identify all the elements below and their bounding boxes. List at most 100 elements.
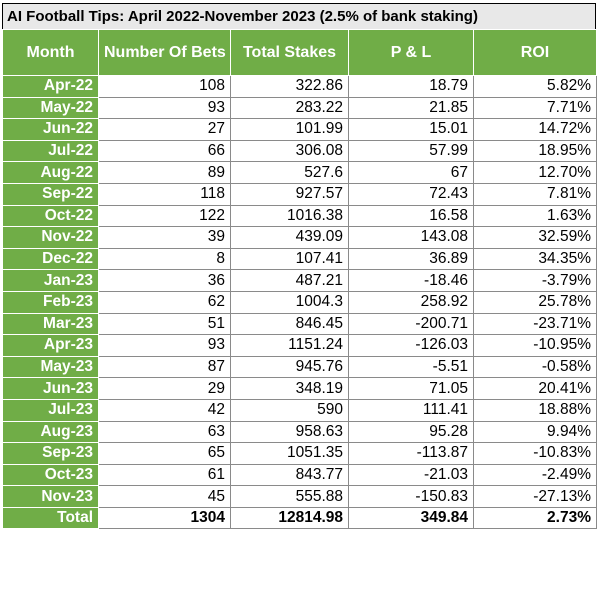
roi-cell: 1.63% xyxy=(473,204,597,228)
month-cell: Jun-23 xyxy=(2,377,99,400)
table-row: Jun-22 27 101.99 15.01 14.72% xyxy=(2,118,597,141)
month-cell: Nov-22 xyxy=(2,226,99,249)
bets-cell: 108 xyxy=(98,75,231,98)
total-bets: 1304 xyxy=(98,506,231,530)
header-row: Month Number Of Bets Total Stakes P & L … xyxy=(2,29,597,76)
roi-cell: 12.70% xyxy=(473,161,597,184)
roi-cell: 32.59% xyxy=(473,226,597,249)
roi-cell: 14.72% xyxy=(473,118,597,141)
roi-cell: 25.78% xyxy=(473,290,597,314)
roi-cell: -2.49% xyxy=(473,463,597,487)
stakes-cell: 107.41 xyxy=(230,247,349,271)
bets-cell: 118 xyxy=(98,182,231,206)
stakes-cell: 306.08 xyxy=(230,139,349,163)
pnl-cell: -200.71 xyxy=(348,312,474,336)
bets-cell: 89 xyxy=(98,161,231,184)
roi-cell: 18.88% xyxy=(473,398,597,422)
pnl-cell: 21.85 xyxy=(348,96,474,120)
month-cell: Apr-23 xyxy=(2,334,99,357)
month-cell: Jan-23 xyxy=(2,269,99,292)
total-label: Total xyxy=(2,506,99,530)
bets-cell: 8 xyxy=(98,247,231,271)
table-row: Apr-22 108 322.86 18.79 5.82% xyxy=(2,75,597,98)
roi-cell: -23.71% xyxy=(473,312,597,336)
month-cell: Oct-23 xyxy=(2,463,99,487)
pnl-cell: 143.08 xyxy=(348,226,474,249)
table-row: Dec-22 8 107.41 36.89 34.35% xyxy=(2,247,597,271)
pnl-cell: 18.79 xyxy=(348,75,474,98)
table-row: Jul-23 42 590 111.41 18.88% xyxy=(2,398,597,422)
table-row: Mar-23 51 846.45 -200.71 -23.71% xyxy=(2,312,597,336)
stakes-cell: 1051.35 xyxy=(230,442,349,465)
bets-cell: 27 xyxy=(98,118,231,141)
pnl-cell: -18.46 xyxy=(348,269,474,292)
total-stakes: 12814.98 xyxy=(230,506,349,530)
bets-cell: 65 xyxy=(98,442,231,465)
roi-cell: -10.95% xyxy=(473,334,597,357)
month-cell: May-22 xyxy=(2,96,99,120)
stakes-cell: 958.63 xyxy=(230,420,349,444)
month-cell: Feb-23 xyxy=(2,290,99,314)
stakes-cell: 101.99 xyxy=(230,118,349,141)
stakes-cell: 283.22 xyxy=(230,96,349,120)
table-row: Aug-23 63 958.63 95.28 9.94% xyxy=(2,420,597,444)
month-cell: Jul-23 xyxy=(2,398,99,422)
stakes-cell: 843.77 xyxy=(230,463,349,487)
total-row: Total 1304 12814.98 349.84 2.73% xyxy=(2,506,597,530)
header-month: Month xyxy=(2,29,99,76)
month-cell: Nov-23 xyxy=(2,485,99,508)
bets-cell: 93 xyxy=(98,96,231,120)
roi-cell: -27.13% xyxy=(473,485,597,508)
pnl-cell: -5.51 xyxy=(348,355,474,379)
month-cell: Jul-22 xyxy=(2,139,99,163)
stakes-cell: 527.6 xyxy=(230,161,349,184)
header-roi: ROI xyxy=(473,29,597,76)
month-cell: Jun-22 xyxy=(2,118,99,141)
stakes-cell: 1004.3 xyxy=(230,290,349,314)
table-body: Apr-22 108 322.86 18.79 5.82% May-22 93 283.22 2… xyxy=(2,75,597,508)
month-cell: Aug-23 xyxy=(2,420,99,444)
pnl-cell: 111.41 xyxy=(348,398,474,422)
roi-cell: 18.95% xyxy=(473,139,597,163)
pnl-cell: 15.01 xyxy=(348,118,474,141)
bets-cell: 45 xyxy=(98,485,231,508)
bets-cell: 42 xyxy=(98,398,231,422)
table-row: Apr-23 93 1151.24 -126.03 -10.95% xyxy=(2,334,597,357)
stakes-cell: 945.76 xyxy=(230,355,349,379)
roi-cell: -10.83% xyxy=(473,442,597,465)
table-row: Sep-22 118 927.57 72.43 7.81% xyxy=(2,182,597,206)
stakes-cell: 590 xyxy=(230,398,349,422)
roi-cell: 20.41% xyxy=(473,377,597,400)
table-row: Nov-22 39 439.09 143.08 32.59% xyxy=(2,226,597,249)
header-number-of-bets: Number Of Bets xyxy=(98,29,231,76)
roi-cell: 34.35% xyxy=(473,247,597,271)
bets-cell: 51 xyxy=(98,312,231,336)
month-cell: Aug-22 xyxy=(2,161,99,184)
pnl-cell: -21.03 xyxy=(348,463,474,487)
roi-cell: 7.81% xyxy=(473,182,597,206)
table-row: Jul-22 66 306.08 57.99 18.95% xyxy=(2,139,597,163)
table-row: Aug-22 89 527.6 67 12.70% xyxy=(2,161,597,184)
pnl-cell: -150.83 xyxy=(348,485,474,508)
pnl-cell: -113.87 xyxy=(348,442,474,465)
table-row: Oct-23 61 843.77 -21.03 -2.49% xyxy=(2,463,597,487)
roi-cell: -0.58% xyxy=(473,355,597,379)
bets-cell: 122 xyxy=(98,204,231,228)
pnl-cell: -126.03 xyxy=(348,334,474,357)
bets-cell: 87 xyxy=(98,355,231,379)
stakes-cell: 1151.24 xyxy=(230,334,349,357)
table-row: Oct-22 122 1016.38 16.58 1.63% xyxy=(2,204,597,228)
bets-cell: 66 xyxy=(98,139,231,163)
bets-cell: 61 xyxy=(98,463,231,487)
month-cell: Dec-22 xyxy=(2,247,99,271)
results-sheet: AI Football Tips: April 2022-November 20… xyxy=(2,3,597,530)
stakes-cell: 487.21 xyxy=(230,269,349,292)
table-row: May-22 93 283.22 21.85 7.71% xyxy=(2,96,597,120)
pnl-cell: 67 xyxy=(348,161,474,184)
stakes-cell: 846.45 xyxy=(230,312,349,336)
bets-cell: 36 xyxy=(98,269,231,292)
roi-cell: 7.71% xyxy=(473,96,597,120)
pnl-cell: 258.92 xyxy=(348,290,474,314)
stakes-cell: 439.09 xyxy=(230,226,349,249)
roi-cell: 9.94% xyxy=(473,420,597,444)
